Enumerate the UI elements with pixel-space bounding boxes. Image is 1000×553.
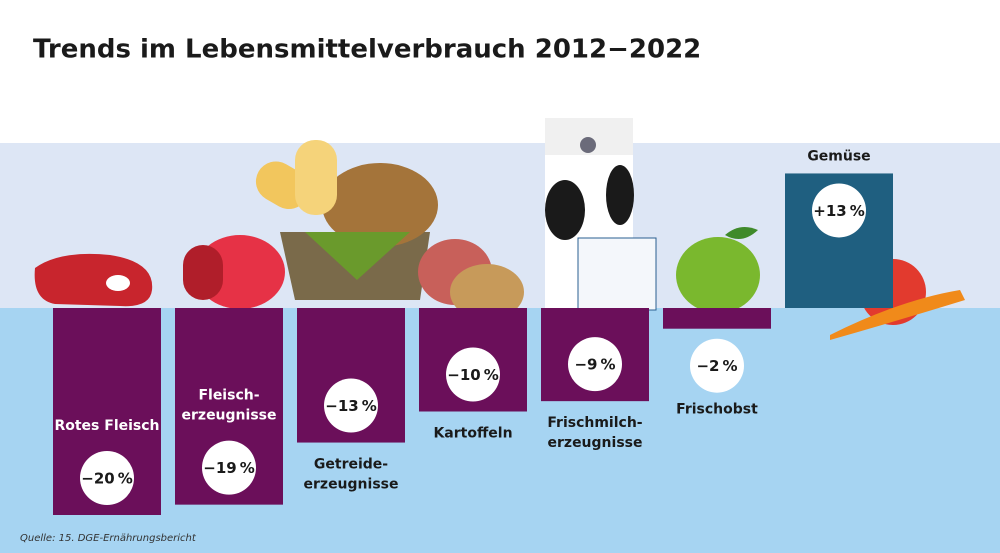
chart-title: Trends im Lebensmittelverbrauch 2012−202…	[33, 35, 701, 65]
value-label: −10 %	[447, 366, 498, 384]
source-note: Quelle: 15. DGE-Ernährungsbericht	[20, 533, 197, 544]
value-badge	[324, 378, 378, 433]
value-label: −20 %	[81, 470, 132, 488]
category-label: Getreide-erzeugnisse	[304, 457, 399, 493]
value-label: −2 %	[696, 357, 737, 375]
value-badge	[812, 183, 866, 238]
value-badge	[80, 451, 134, 505]
category-label: Gemüse	[807, 148, 870, 164]
value-label: −13 %	[325, 397, 376, 415]
value-label: −19 %	[203, 459, 254, 477]
category-label: Rotes Fleisch	[54, 418, 159, 434]
value-badge	[568, 337, 622, 392]
category-label: Frischmilch-erzeugnisse	[547, 415, 642, 451]
category-label: Frischobst	[676, 402, 758, 418]
category-label: Kartoffeln	[433, 426, 512, 442]
value-badge	[446, 347, 500, 402]
value-label: −9 %	[574, 356, 615, 374]
bar	[663, 308, 771, 329]
value-label: +13 %	[813, 202, 864, 220]
value-badge	[202, 440, 256, 495]
value-badge	[690, 338, 744, 393]
category-label: Fleisch-erzeugnisse	[182, 388, 277, 424]
illustrations	[34, 118, 965, 340]
